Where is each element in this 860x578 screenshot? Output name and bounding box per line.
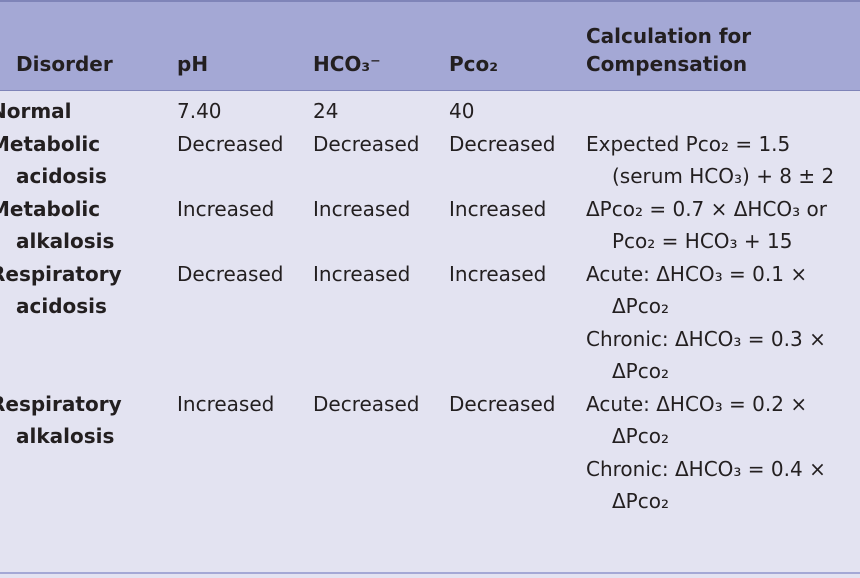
- value-cell: Increased: [177, 196, 275, 221]
- table-row: Respiratory acidosis Decreased Increased In…: [0, 258, 860, 388]
- value-cell: Increased: [313, 196, 411, 221]
- disorder-cell: Metabolic alkalosis: [0, 196, 115, 254]
- value-cell: Increased: [449, 196, 547, 221]
- value-cell: 7.40: [177, 99, 222, 123]
- compensation-line: Expected Pco₂ = 1.5 (serum HCO₃) + 8 ± 2: [586, 131, 835, 189]
- table-row: Metabolic alkalosis Increased Increased Inc…: [0, 193, 860, 258]
- value-cell: Decreased: [313, 391, 420, 416]
- compensation-line: Acute: ΔHCO₃ = 0.2 × ΔPco₂: [586, 391, 808, 449]
- value-cell: Decreased: [313, 131, 420, 156]
- acid-base-table: Disorder pH HCO₃⁻ Pco₂ Calculation for Compe…: [0, 0, 860, 518]
- compensation-cell: Acute: ΔHCO₃ = 0.2 × ΔPco₂ Chronic: ΔHCO₃…: [586, 388, 860, 518]
- compensation-cell: ΔPco₂ = 0.7 × ΔHCO₃ or Pco₂ = HCO₃ + 15: [586, 193, 860, 258]
- bottom-rule: [0, 572, 860, 574]
- value-cell: Increased: [177, 391, 275, 416]
- column-header: Disorder: [0, 0, 177, 91]
- compensation-line: Chronic: ΔHCO₃ = 0.3 × ΔPco₂: [586, 326, 826, 384]
- compensation-line: ΔPco₂ = 0.7 × ΔHCO₃ or Pco₂ = HCO₃ + 15: [586, 196, 828, 254]
- header-row: Disorder pH HCO₃⁻ Pco₂ Calculation for Compe…: [0, 0, 860, 91]
- compensation-line: Chronic: ΔHCO₃ = 0.4 × ΔPco₂: [586, 456, 826, 514]
- value-cell: 24: [313, 99, 339, 123]
- value-cell: Increased: [449, 261, 547, 286]
- disorder-cell: Respiratory alkalosis: [0, 391, 122, 449]
- table-row: Respiratory alkalosis Increased Decreased D…: [0, 388, 860, 518]
- value-cell: Decreased: [177, 261, 284, 286]
- value-cell: Increased: [313, 261, 411, 286]
- disorder-cell: Metabolic acidosis: [0, 131, 107, 189]
- table-row: Metabolic acidosis Decreased Decreased Decr…: [0, 128, 860, 193]
- value-cell: Decreased: [449, 131, 556, 156]
- empty-cell: [586, 91, 860, 128]
- disorder-cell: Normal: [0, 99, 72, 123]
- value-cell: Decreased: [177, 131, 284, 156]
- value-cell: 40: [449, 99, 475, 123]
- column-header: HCO₃⁻: [313, 0, 449, 91]
- compensation-line: Acute: ΔHCO₃ = 0.1 × ΔPco₂: [586, 261, 808, 319]
- column-header: Pco₂: [449, 0, 586, 91]
- compensation-cell: Acute: ΔHCO₃ = 0.1 × ΔPco₂ Chronic: ΔHCO₃…: [586, 258, 860, 388]
- table-body: Normal 7.40 24 40 Metabolic acidosis Decrease…: [0, 91, 860, 518]
- column-header: pH: [177, 0, 313, 91]
- disorder-cell: Respiratory acidosis: [0, 261, 122, 319]
- value-cell: Decreased: [449, 391, 556, 416]
- column-header: Calculation for Compensation: [586, 0, 860, 91]
- compensation-cell: Expected Pco₂ = 1.5 (serum HCO₃) + 8 ± 2: [586, 128, 860, 193]
- table-row: Normal 7.40 24 40: [0, 91, 860, 128]
